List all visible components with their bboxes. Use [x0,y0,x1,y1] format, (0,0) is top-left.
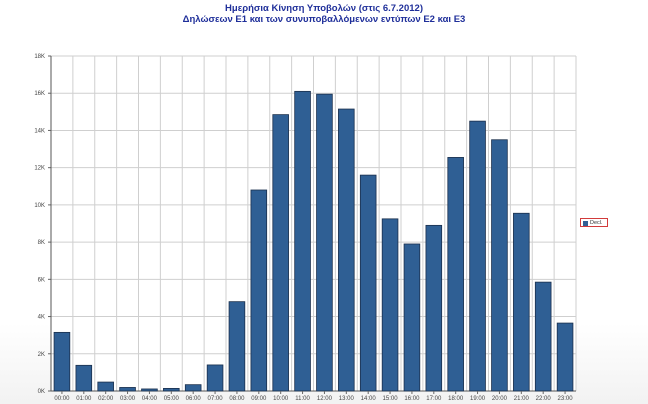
x-tick-label: 10:00 [273,396,289,402]
bar [534,281,552,392]
bar [381,218,399,392]
x-tick-label: 02:00 [98,396,114,402]
y-tick-label: 2K [38,352,45,358]
bar [75,364,93,392]
bar [294,90,311,392]
bar [97,381,114,392]
bar [469,120,486,392]
legend: Decl. [580,218,608,227]
x-tick-label: 19:00 [470,396,486,402]
bar [141,388,158,392]
x-tick-label: 16:00 [404,396,420,402]
legend-swatch [583,220,588,226]
y-tick-label: 10K [34,203,45,209]
x-tick-label: 00:00 [54,396,70,402]
bar [338,108,355,392]
x-tick-label: 03:00 [120,396,136,402]
x-tick-label: 14:00 [361,396,377,402]
x-tick-label: 11:00 [295,396,310,402]
x-tick-label: 07:00 [208,396,224,402]
x-tick-label: 22:00 [536,396,552,402]
bar [316,93,333,392]
y-tick-label: 12K [34,166,45,172]
bar [513,212,530,392]
y-tick-label: 8K [38,240,45,246]
bar [359,174,377,392]
bar [272,114,289,392]
y-tick-label: 4K [38,315,45,321]
x-tick-label: 13:00 [339,396,355,402]
x-tick-label: 09:00 [251,396,267,402]
bar [163,387,180,392]
bar [447,157,464,392]
bar [556,322,574,392]
bar [184,384,202,392]
bar [206,364,224,392]
bar [403,243,421,392]
bar [228,301,246,392]
x-tick-label: 15:00 [383,396,399,402]
y-tick-label: 18K [34,54,45,60]
chart-subtitle: Δηλώσεων Ε1 και των συνυποβαλλόμενων εντ… [182,14,466,25]
bar [250,189,268,392]
x-tick-label: 17:00 [426,396,442,402]
y-tick-label: 6K [38,277,45,283]
bar [53,331,71,392]
x-tick-label: 23:00 [558,396,574,402]
x-tick-label: 01:00 [76,396,92,402]
x-tick-label: 18:00 [448,396,464,402]
bar [425,224,443,392]
x-tick-label: 06:00 [186,396,202,402]
x-tick-label: 20:00 [492,396,508,402]
x-tick-label: 08:00 [229,396,245,402]
y-tick-label: 0K [38,389,45,395]
x-tick-label: 04:00 [142,396,158,402]
x-tick-label: 12:00 [317,396,333,402]
bar [119,387,136,392]
bar [491,139,508,392]
legend-label: Decl. [590,220,603,226]
y-tick-label: 14K [34,128,45,134]
chart-title: Ημερήσια Κίνηση Υποβολών (στις 6.7.2012) [225,3,423,14]
x-tick-label: 05:00 [164,396,180,402]
y-tick-label: 16K [34,91,45,97]
x-tick-label: 21:00 [514,396,530,402]
